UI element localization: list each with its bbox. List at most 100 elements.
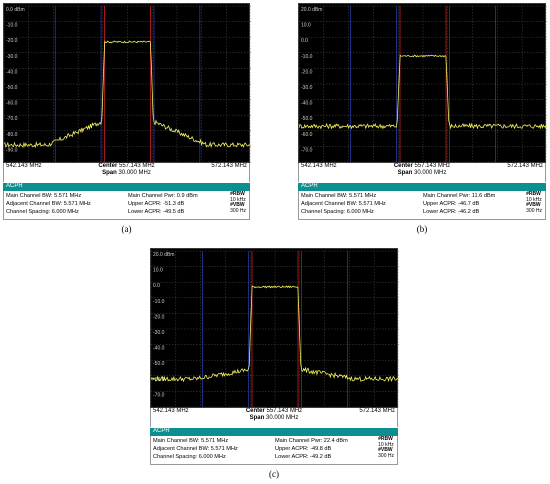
upper-acpr: Upper ACPR: -51.3 dB — [128, 201, 185, 207]
spectrum-panel-a: 0.0 dBm -10.0 -20.0 -30.0 -40.0 -50.0 -60.0 -70… — [3, 3, 251, 234]
y-tick-label: 20.0 dBm — [153, 252, 174, 258]
start-frequency: 542.143 MHz — [301, 163, 337, 169]
vbw-label: #VBW — [526, 202, 541, 209]
y-tick-label: 0.0 — [301, 38, 308, 44]
channel-spacing: Channel Spacing: 6.000 MHz — [6, 209, 79, 215]
y-tick-label: -30.0 — [6, 54, 18, 60]
lower-acpr: Lower ACPR: -49.2 dB — [275, 454, 332, 460]
y-tick-label: -10.0 — [153, 299, 165, 305]
spectrum-panel-b: 20.0 dBm 10.0 0.0 -10.0 -20.0 -30.0 -40.0 -50.0… — [298, 3, 547, 234]
main-channel-power: Main Channel Pwr: 0.9 dBm — [128, 193, 198, 199]
span-label: Span — [397, 170, 413, 176]
span-value: 30.000 MHz — [413, 170, 447, 176]
spectrum-display: 20.0 dBm 10.0 0.0 -10.0 -20.0 -30.0 -40.0 -50.0… — [298, 3, 547, 164]
y-tick-label: -50.0 — [301, 116, 313, 122]
vbw-value: 300 Hz — [378, 452, 394, 459]
y-tick-label: -20.0 — [6, 38, 18, 44]
acpr-header: ACPR — [150, 428, 398, 436]
y-tick-label: 10.0 — [153, 268, 163, 274]
y-tick-label: -40.0 — [301, 101, 313, 107]
start-frequency: 542.143 MHz — [6, 163, 42, 169]
rbw-value: 10 kHz — [378, 441, 394, 448]
y-tick-label: -70.0 — [6, 116, 18, 122]
y-tick-label: 0.0 — [153, 283, 160, 289]
center-frequency: 557.143 MHz — [414, 163, 451, 169]
rbw-value: 10 kHz — [230, 196, 246, 203]
stop-frequency: 572.143 MHz — [359, 408, 395, 414]
y-tick-label: -50.0 — [6, 85, 18, 91]
vbw-value: 300 Hz — [230, 207, 246, 214]
y-tick-label: -60.0 — [6, 101, 18, 107]
y-tick-label: 0.0 dBm — [6, 7, 25, 13]
main-channel-power: Main Channel Pwr: 11.6 dBm — [423, 193, 496, 199]
acpr-table: Main Channel BW: 5.571 MHz Adjacent Chan… — [298, 191, 546, 220]
y-tick-label: -40.0 — [6, 69, 18, 75]
spectrum-plot: 20.0 dBm 10.0 0.0 -10.0 -20.0 -30.0 -40.0 -50.0… — [151, 250, 399, 409]
y-tick-label: -50.0 — [153, 361, 165, 367]
acpr-table: Main Channel BW: 5.571 MHz Adjacent Chan… — [150, 436, 398, 465]
y-tick-label: -10.0 — [301, 54, 313, 60]
y-tick-label: -70.0 — [153, 392, 165, 398]
span-value: 30.000 MHz — [265, 415, 299, 421]
vbw-label: #VBW — [378, 447, 393, 454]
channel-spacing: Channel Spacing: 6.000 MHz — [153, 454, 226, 460]
y-tick-label: -80.0 — [6, 132, 18, 138]
lower-acpr: Lower ACPR: -46.2 dB — [423, 209, 480, 215]
y-tick-label: -20.0 — [153, 314, 165, 320]
center-frequency: 557.143 MHz — [119, 163, 155, 169]
spectrum-display: 0.0 dBm -10.0 -20.0 -30.0 -40.0 -50.0 -60.0 -70… — [3, 3, 251, 164]
main-channel-bw: Main Channel BW: 5.571 MHz — [301, 193, 377, 199]
rbw-value: 10 kHz — [526, 196, 542, 203]
upper-acpr: Upper ACPR: -46.7 dB — [423, 201, 480, 207]
y-tick-label: -70.0 — [301, 147, 313, 153]
center-label: Center — [98, 163, 118, 169]
y-tick-label: 20.0 dBm — [301, 7, 322, 13]
adjacent-channel-bw: Adjacent Channel BW: 5.571 MHz — [6, 201, 91, 207]
start-frequency: 542.143 MHz — [153, 408, 189, 414]
rbw-label: #RBW — [378, 436, 393, 442]
caption-a: (a) — [121, 224, 132, 234]
rbw-label: #RBW — [526, 191, 541, 197]
rbw-label: #RBW — [230, 191, 245, 197]
spectrum-plot: 20.0 dBm 10.0 0.0 -10.0 -20.0 -30.0 -40.0 -50.0… — [299, 5, 547, 164]
center-label: Center — [393, 163, 413, 169]
y-tick-label: -20.0 — [301, 69, 313, 75]
span-label: Span — [249, 415, 265, 421]
frequency-bar: 542.143 MHz Center 557.143 MHz 572.143 M… — [150, 408, 398, 427]
span-value: 30.000 MHz — [118, 170, 151, 176]
y-tick-label: -10.0 — [6, 23, 18, 29]
vbw-label: #VBW — [230, 202, 245, 209]
caption-c: (c) — [269, 469, 279, 479]
spectrum-trace — [4, 40, 251, 149]
y-tick-label: -30.0 — [153, 330, 165, 336]
spectrum-plot: 0.0 dBm -10.0 -20.0 -30.0 -40.0 -50.0 -60.0 -70… — [4, 5, 251, 164]
stop-frequency: 572.143 MHz — [211, 163, 247, 169]
main-channel-bw: Main Channel BW: 5.571 MHz — [153, 438, 229, 444]
center-label: Center — [245, 408, 265, 414]
stop-frequency: 572.143 MHz — [507, 163, 543, 169]
acpr-header: ACPR — [3, 183, 250, 191]
spectrum-panel-c: 20.0 dBm 10.0 0.0 -10.0 -20.0 -30.0 -40.0 -50.0… — [150, 248, 399, 479]
main-channel-power: Main Channel Pwr: 22.4 dBm — [275, 438, 348, 444]
adjacent-channel-bw: Adjacent Channel BW: 5.571 MHz — [153, 446, 238, 452]
adjacent-channel-bw: Adjacent Channel BW: 5.571 MHz — [301, 201, 386, 207]
y-tick-label: -40.0 — [153, 346, 165, 352]
vbw-value: 300 Hz — [526, 207, 542, 214]
spectrum-display: 20.0 dBm 10.0 0.0 -10.0 -20.0 -30.0 -40.0 -50.0… — [150, 248, 399, 409]
y-tick-label: -90.0 — [6, 147, 18, 153]
y-tick-label: 10.0 — [301, 23, 311, 29]
caption-b: (b) — [416, 224, 428, 234]
center-frequency: 557.143 MHz — [266, 408, 303, 414]
main-channel-bw: Main Channel BW: 5.571 MHz — [6, 193, 82, 199]
y-tick-label: -30.0 — [301, 85, 313, 91]
y-tick-label: -60.0 — [301, 132, 313, 138]
frequency-bar: 542.143 MHz Center 557.143 MHz 572.143 M… — [298, 163, 546, 182]
lower-acpr: Lower ACPR: -49.5 dB — [128, 209, 185, 215]
channel-spacing: Channel Spacing: 6.000 MHz — [301, 209, 374, 215]
span-label: Span — [102, 170, 117, 176]
spectrum-trace — [151, 285, 399, 383]
upper-acpr: Upper ACPR: -49.8 dB — [275, 446, 332, 452]
acpr-header: ACPR — [298, 183, 546, 191]
frequency-bar: 542.143 MHz Center 557.143 MHz 572.143 M… — [3, 163, 250, 182]
spectrum-trace — [299, 54, 547, 130]
